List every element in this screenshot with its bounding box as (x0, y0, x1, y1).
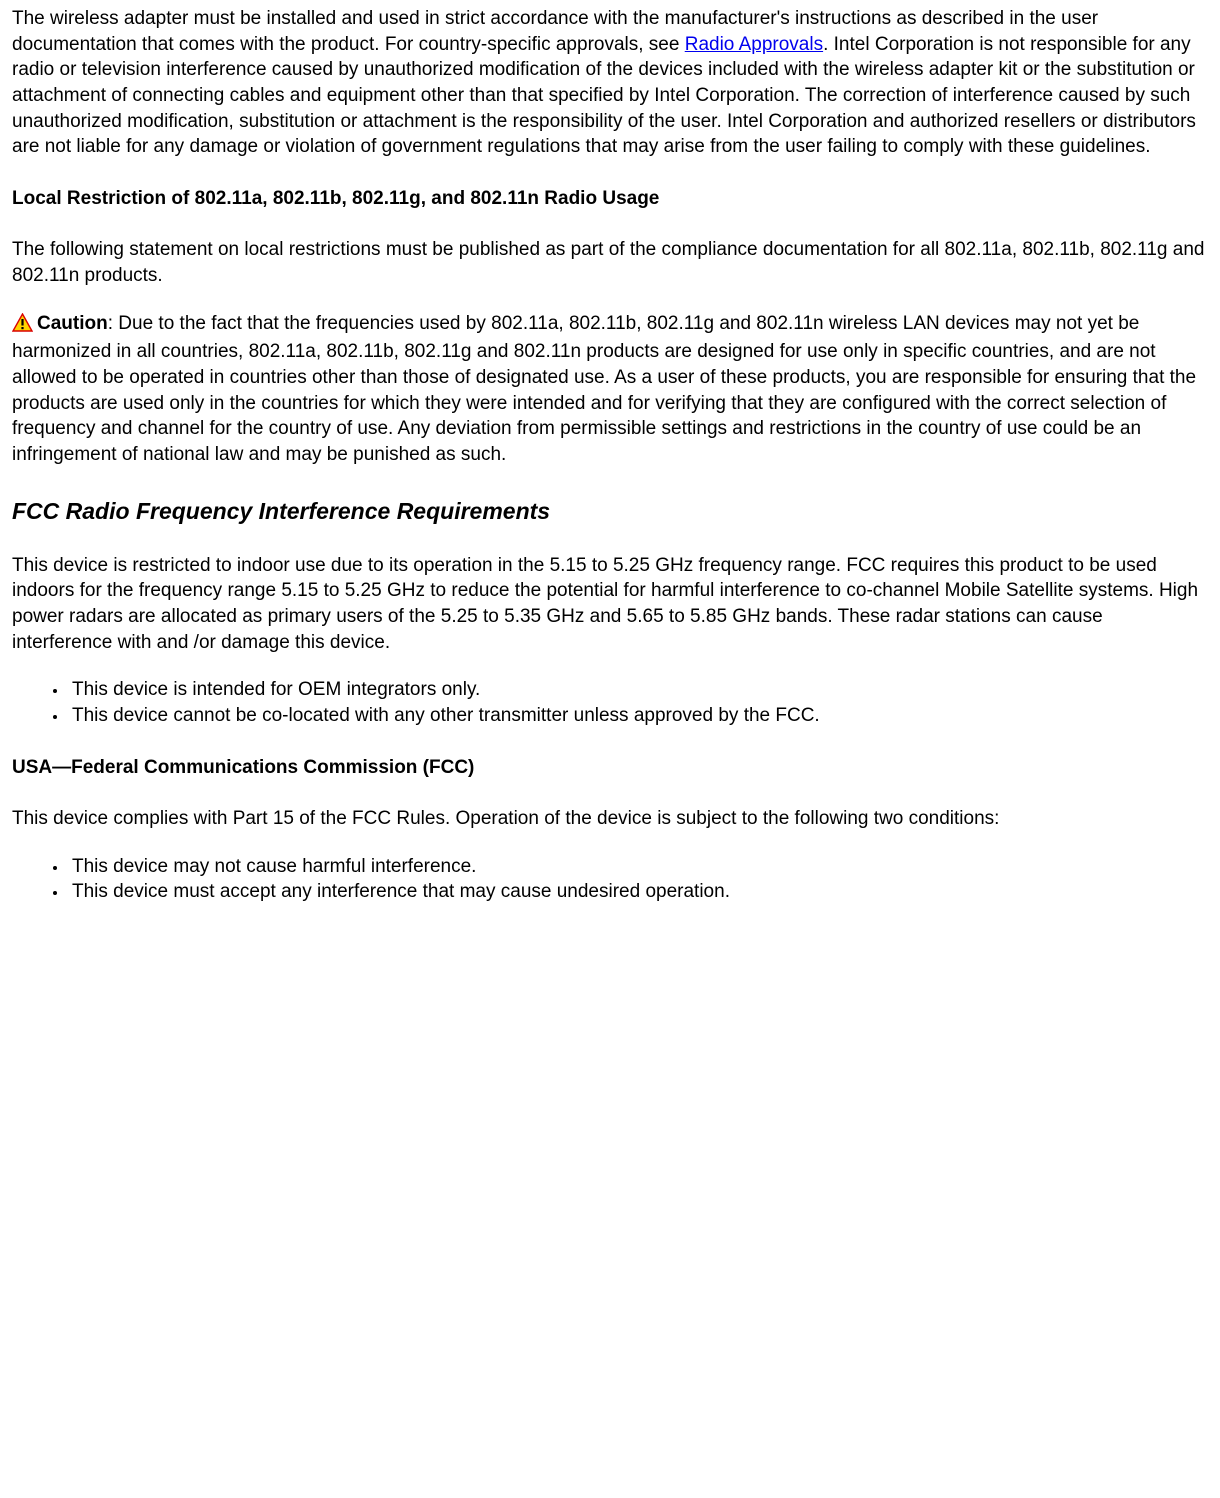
fcc-rf-bullet-list: This device is intended for OEM integrat… (12, 677, 1208, 728)
local-restriction-heading: Local Restriction of 802.11a, 802.11b, 8… (12, 186, 1208, 212)
fcc-rf-paragraph: This device is restricted to indoor use … (12, 553, 1208, 656)
caution-text: : Due to the fact that the frequencies u… (12, 313, 1196, 465)
list-item: This device may not cause harmful interf… (68, 854, 1208, 880)
fcc-rf-heading: FCC Radio Frequency Interference Require… (12, 496, 1208, 527)
usa-fcc-bullet-list: This device may not cause harmful interf… (12, 854, 1208, 905)
radio-approvals-link[interactable]: Radio Approvals (685, 34, 823, 55)
usa-fcc-heading: USA—Federal Communications Commission (F… (12, 755, 1208, 781)
caution-paragraph: Caution: Due to the fact that the freque… (12, 311, 1208, 468)
list-item: This device must accept any interference… (68, 879, 1208, 905)
usa-fcc-paragraph: This device complies with Part 15 of the… (12, 806, 1208, 832)
list-item: This device is intended for OEM integrat… (68, 677, 1208, 703)
list-item: This device cannot be co-located with an… (68, 703, 1208, 729)
caution-label: Caution (37, 313, 108, 334)
warning-icon (12, 313, 33, 340)
local-restriction-paragraph: The following statement on local restric… (12, 237, 1208, 288)
intro-paragraph: The wireless adapter must be installed a… (12, 6, 1208, 160)
